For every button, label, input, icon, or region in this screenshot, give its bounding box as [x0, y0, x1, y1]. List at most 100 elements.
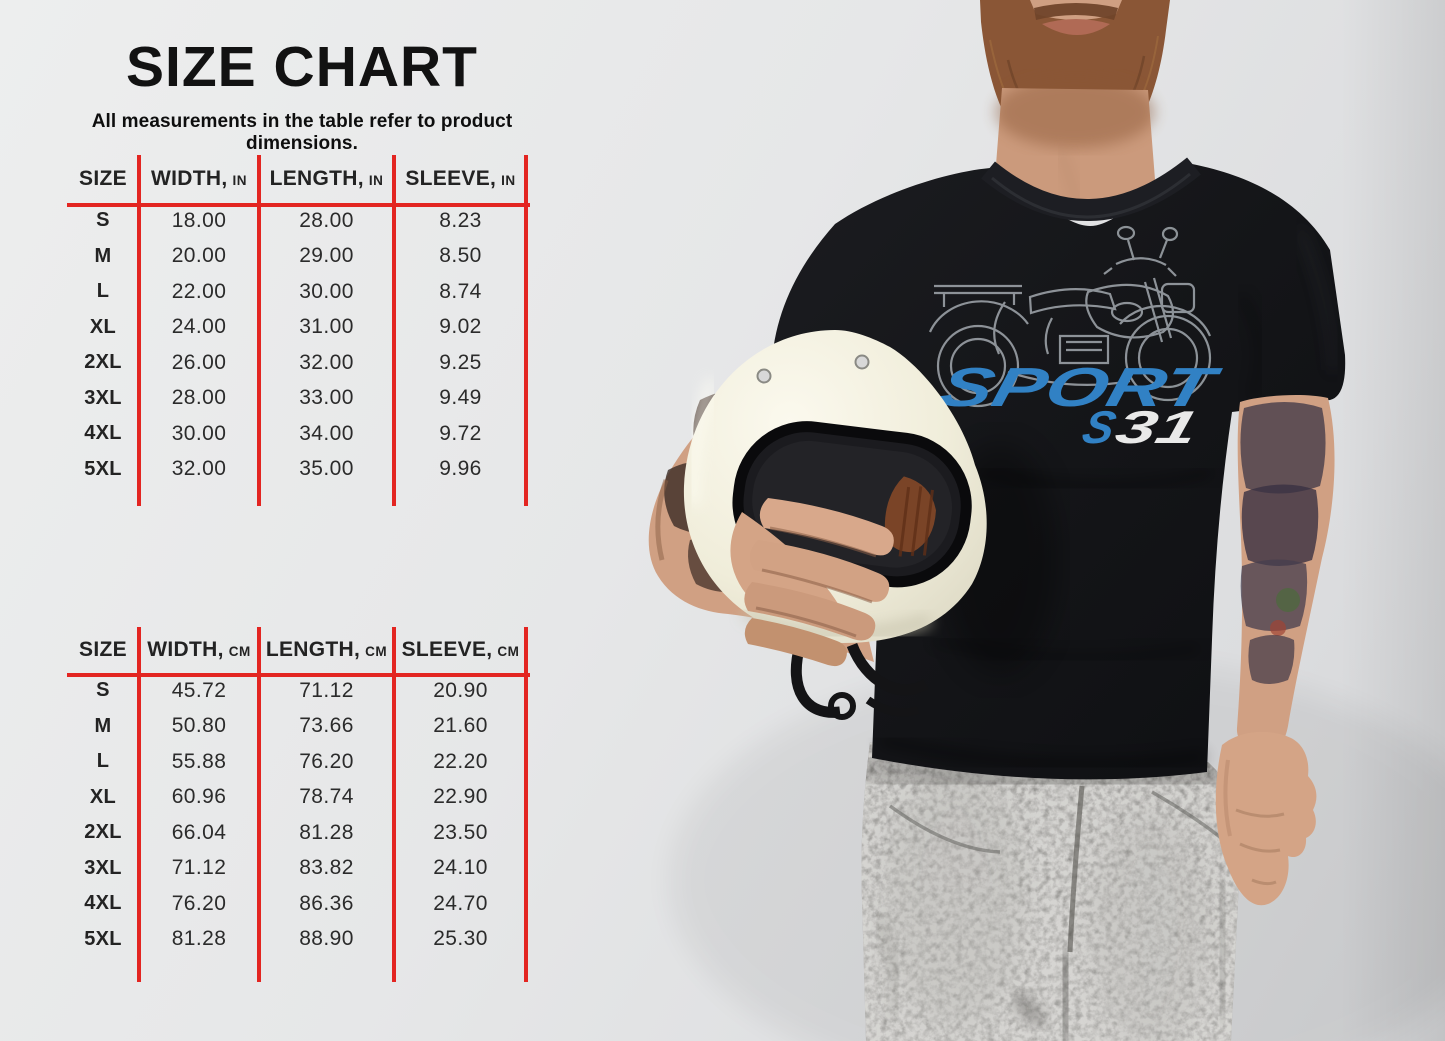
tshirt-model-31: 31: [1111, 402, 1204, 453]
table-divider-line: [137, 155, 141, 506]
size-label: 5XL: [84, 927, 122, 950]
measurement-value: 32.00: [171, 457, 227, 481]
table-row: 2XL 26.00 32.00 9.25: [67, 345, 527, 381]
measurement-value: 76.20: [171, 891, 227, 915]
column-header: SIZE: [67, 638, 139, 662]
table-row: XL 24.00 31.00 9.02: [67, 310, 527, 346]
column-header-unit: IN: [368, 173, 384, 188]
table-row: M 50.80 73.66 21.60: [67, 709, 527, 745]
table-row: S 45.72 71.12 20.90: [67, 673, 527, 709]
measurement-value: 26.00: [171, 350, 227, 374]
title-block: SIZE CHART All measurements in the table…: [40, 35, 564, 155]
tshirt-sport-text: SPORT: [933, 356, 1227, 418]
measurement-value: 21.60: [433, 714, 488, 738]
column-header-unit: IN: [232, 173, 247, 188]
table-row: L 22.00 30.00 8.74: [67, 274, 527, 310]
size-label: S: [96, 679, 110, 702]
measurement-value: 28.00: [299, 208, 354, 232]
measurement-value: 78.74: [299, 785, 354, 809]
right-arm: [1215, 395, 1335, 906]
motorcycle-lineart-icon: [928, 225, 1212, 408]
measurement-value: 8.50: [439, 244, 482, 268]
size-table-inches: SIZE WIDTH, IN LENGTH, IN SLEEVE, IN S 18.00 28.0…: [67, 155, 530, 506]
tshirt-model-wordmark: S 31: [1078, 402, 1204, 453]
measurement-value: 83.82: [299, 856, 354, 880]
table-header-line: [67, 673, 530, 677]
table-divider-line: [524, 155, 528, 506]
measurement-value: 45.72: [171, 678, 227, 702]
size-chart-panel: SIZE CHART All measurements in the table…: [0, 0, 600, 1041]
measurement-value: 9.02: [439, 315, 482, 339]
tshirt-sport-wordmark: SPORT: [933, 356, 1227, 418]
measurement-value: 50.80: [171, 714, 227, 738]
table-row: XL 60.96 78.74 22.90: [67, 780, 527, 816]
measurement-value: 66.04: [171, 820, 227, 844]
table-row: 4XL 76.20 86.36 24.70: [67, 886, 527, 922]
measurement-value: 71.12: [171, 856, 227, 880]
size-label: 3XL: [84, 386, 122, 409]
table-row: M 20.00 29.00 8.50: [67, 239, 527, 275]
jeans: [861, 742, 1239, 1041]
size-label: S: [96, 209, 110, 232]
page-subtitle: All measurements in the table refer to p…: [91, 110, 513, 154]
column-header: LENGTH, IN: [259, 167, 394, 191]
size-label: 2XL: [84, 351, 122, 374]
measurement-value: 76.20: [299, 749, 354, 773]
measurement-value: 22.00: [171, 279, 227, 303]
measurement-value: 55.88: [171, 749, 227, 773]
table-row: 3XL 28.00 33.00 9.49: [67, 381, 527, 417]
measurement-value: 22.90: [433, 785, 488, 809]
table-row: 2XL 66.04 81.28 23.50: [67, 815, 527, 851]
measurement-value: 9.25: [439, 350, 482, 374]
size-label: L: [96, 280, 110, 303]
table-divider-line: [257, 627, 261, 982]
column-header-unit: CM: [228, 644, 251, 659]
measurement-value: 60.96: [171, 785, 227, 809]
column-header: WIDTH, IN: [139, 167, 259, 191]
measurement-value: 24.10: [433, 856, 488, 880]
column-header: WIDTH, CM: [139, 638, 259, 662]
table-divider-line: [392, 155, 396, 506]
column-header-label: SLEEVE,: [405, 167, 497, 190]
measurement-value: 30.00: [171, 421, 227, 445]
measurement-value: 33.00: [299, 386, 354, 410]
measurement-value: 29.00: [299, 244, 354, 268]
measurement-value: 9.72: [439, 421, 482, 445]
column-header-unit: IN: [501, 173, 516, 188]
measurement-value: 23.50: [433, 820, 488, 844]
table-divider-line: [257, 155, 261, 506]
measurement-value: 81.28: [299, 820, 354, 844]
table-row: 3XL 71.12 83.82 24.10: [67, 851, 527, 887]
column-header-label: LENGTH,: [269, 167, 364, 190]
size-label: M: [94, 244, 112, 267]
size-label: 4XL: [84, 422, 122, 445]
page-title: SIZE CHART: [126, 35, 478, 99]
measurement-value: 24.70: [433, 891, 488, 915]
column-header-unit: CM: [497, 644, 520, 659]
column-header-label: SLEEVE,: [401, 638, 493, 661]
helmet: [683, 330, 1058, 720]
column-header: LENGTH, CM: [259, 638, 394, 662]
measurement-value: 35.00: [299, 457, 354, 481]
size-table-centimeters: SIZE WIDTH, CM LENGTH, CM SLEEVE, CM S 45.72 71.1…: [67, 627, 530, 982]
measurement-value: 73.66: [299, 714, 354, 738]
measurement-value: 9.96: [439, 457, 482, 481]
column-header-label: SIZE: [79, 638, 127, 661]
measurement-value: 20.00: [171, 244, 227, 268]
measurement-value: 9.49: [439, 386, 482, 410]
column-header-label: WIDTH,: [147, 638, 224, 661]
column-header-label: LENGTH,: [265, 638, 361, 661]
left-hand: [730, 498, 894, 667]
column-header: SLEEVE, CM: [394, 638, 527, 662]
table-header-line: [67, 203, 530, 207]
measurement-value: 18.00: [171, 208, 227, 232]
column-header: SIZE: [67, 167, 139, 191]
table-divider-line: [524, 627, 528, 982]
table-row: 4XL 30.00 34.00 9.72: [67, 416, 527, 452]
size-label: 4XL: [84, 892, 122, 915]
measurement-value: 71.12: [299, 678, 354, 702]
table-divider-line: [392, 627, 396, 982]
man-head: [980, 0, 1170, 218]
measurement-value: 88.90: [299, 927, 354, 951]
table-row: 5XL 32.00 35.00 9.96: [67, 452, 527, 488]
